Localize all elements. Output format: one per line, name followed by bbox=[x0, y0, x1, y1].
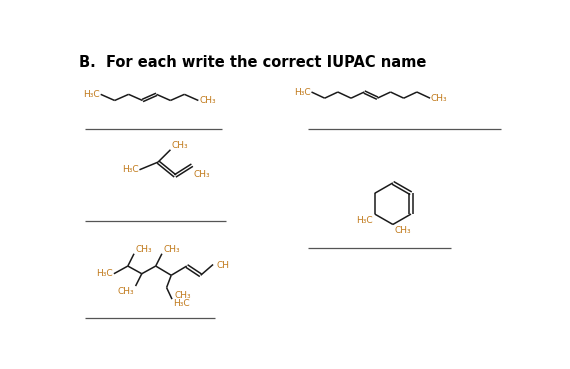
Text: H₃C: H₃C bbox=[173, 299, 189, 308]
Text: CH₃: CH₃ bbox=[136, 245, 152, 254]
Text: H₃C: H₃C bbox=[357, 215, 373, 225]
Text: CH₃: CH₃ bbox=[431, 94, 447, 103]
Text: CH₃: CH₃ bbox=[194, 170, 210, 179]
Text: CH₃: CH₃ bbox=[172, 141, 189, 151]
Text: H₃C: H₃C bbox=[96, 269, 113, 278]
Text: H₃C: H₃C bbox=[294, 87, 311, 97]
Text: CH₃: CH₃ bbox=[117, 287, 134, 296]
Text: CH₃: CH₃ bbox=[164, 245, 180, 254]
Text: CH₃: CH₃ bbox=[394, 226, 411, 235]
Text: H₃C: H₃C bbox=[122, 165, 139, 174]
Text: CH₃: CH₃ bbox=[174, 291, 191, 300]
Text: H₃C: H₃C bbox=[83, 90, 100, 99]
Text: B.  For each write the correct IUPAC name: B. For each write the correct IUPAC name bbox=[79, 55, 426, 70]
Text: CH₃: CH₃ bbox=[199, 96, 216, 105]
Text: CH: CH bbox=[217, 261, 230, 270]
